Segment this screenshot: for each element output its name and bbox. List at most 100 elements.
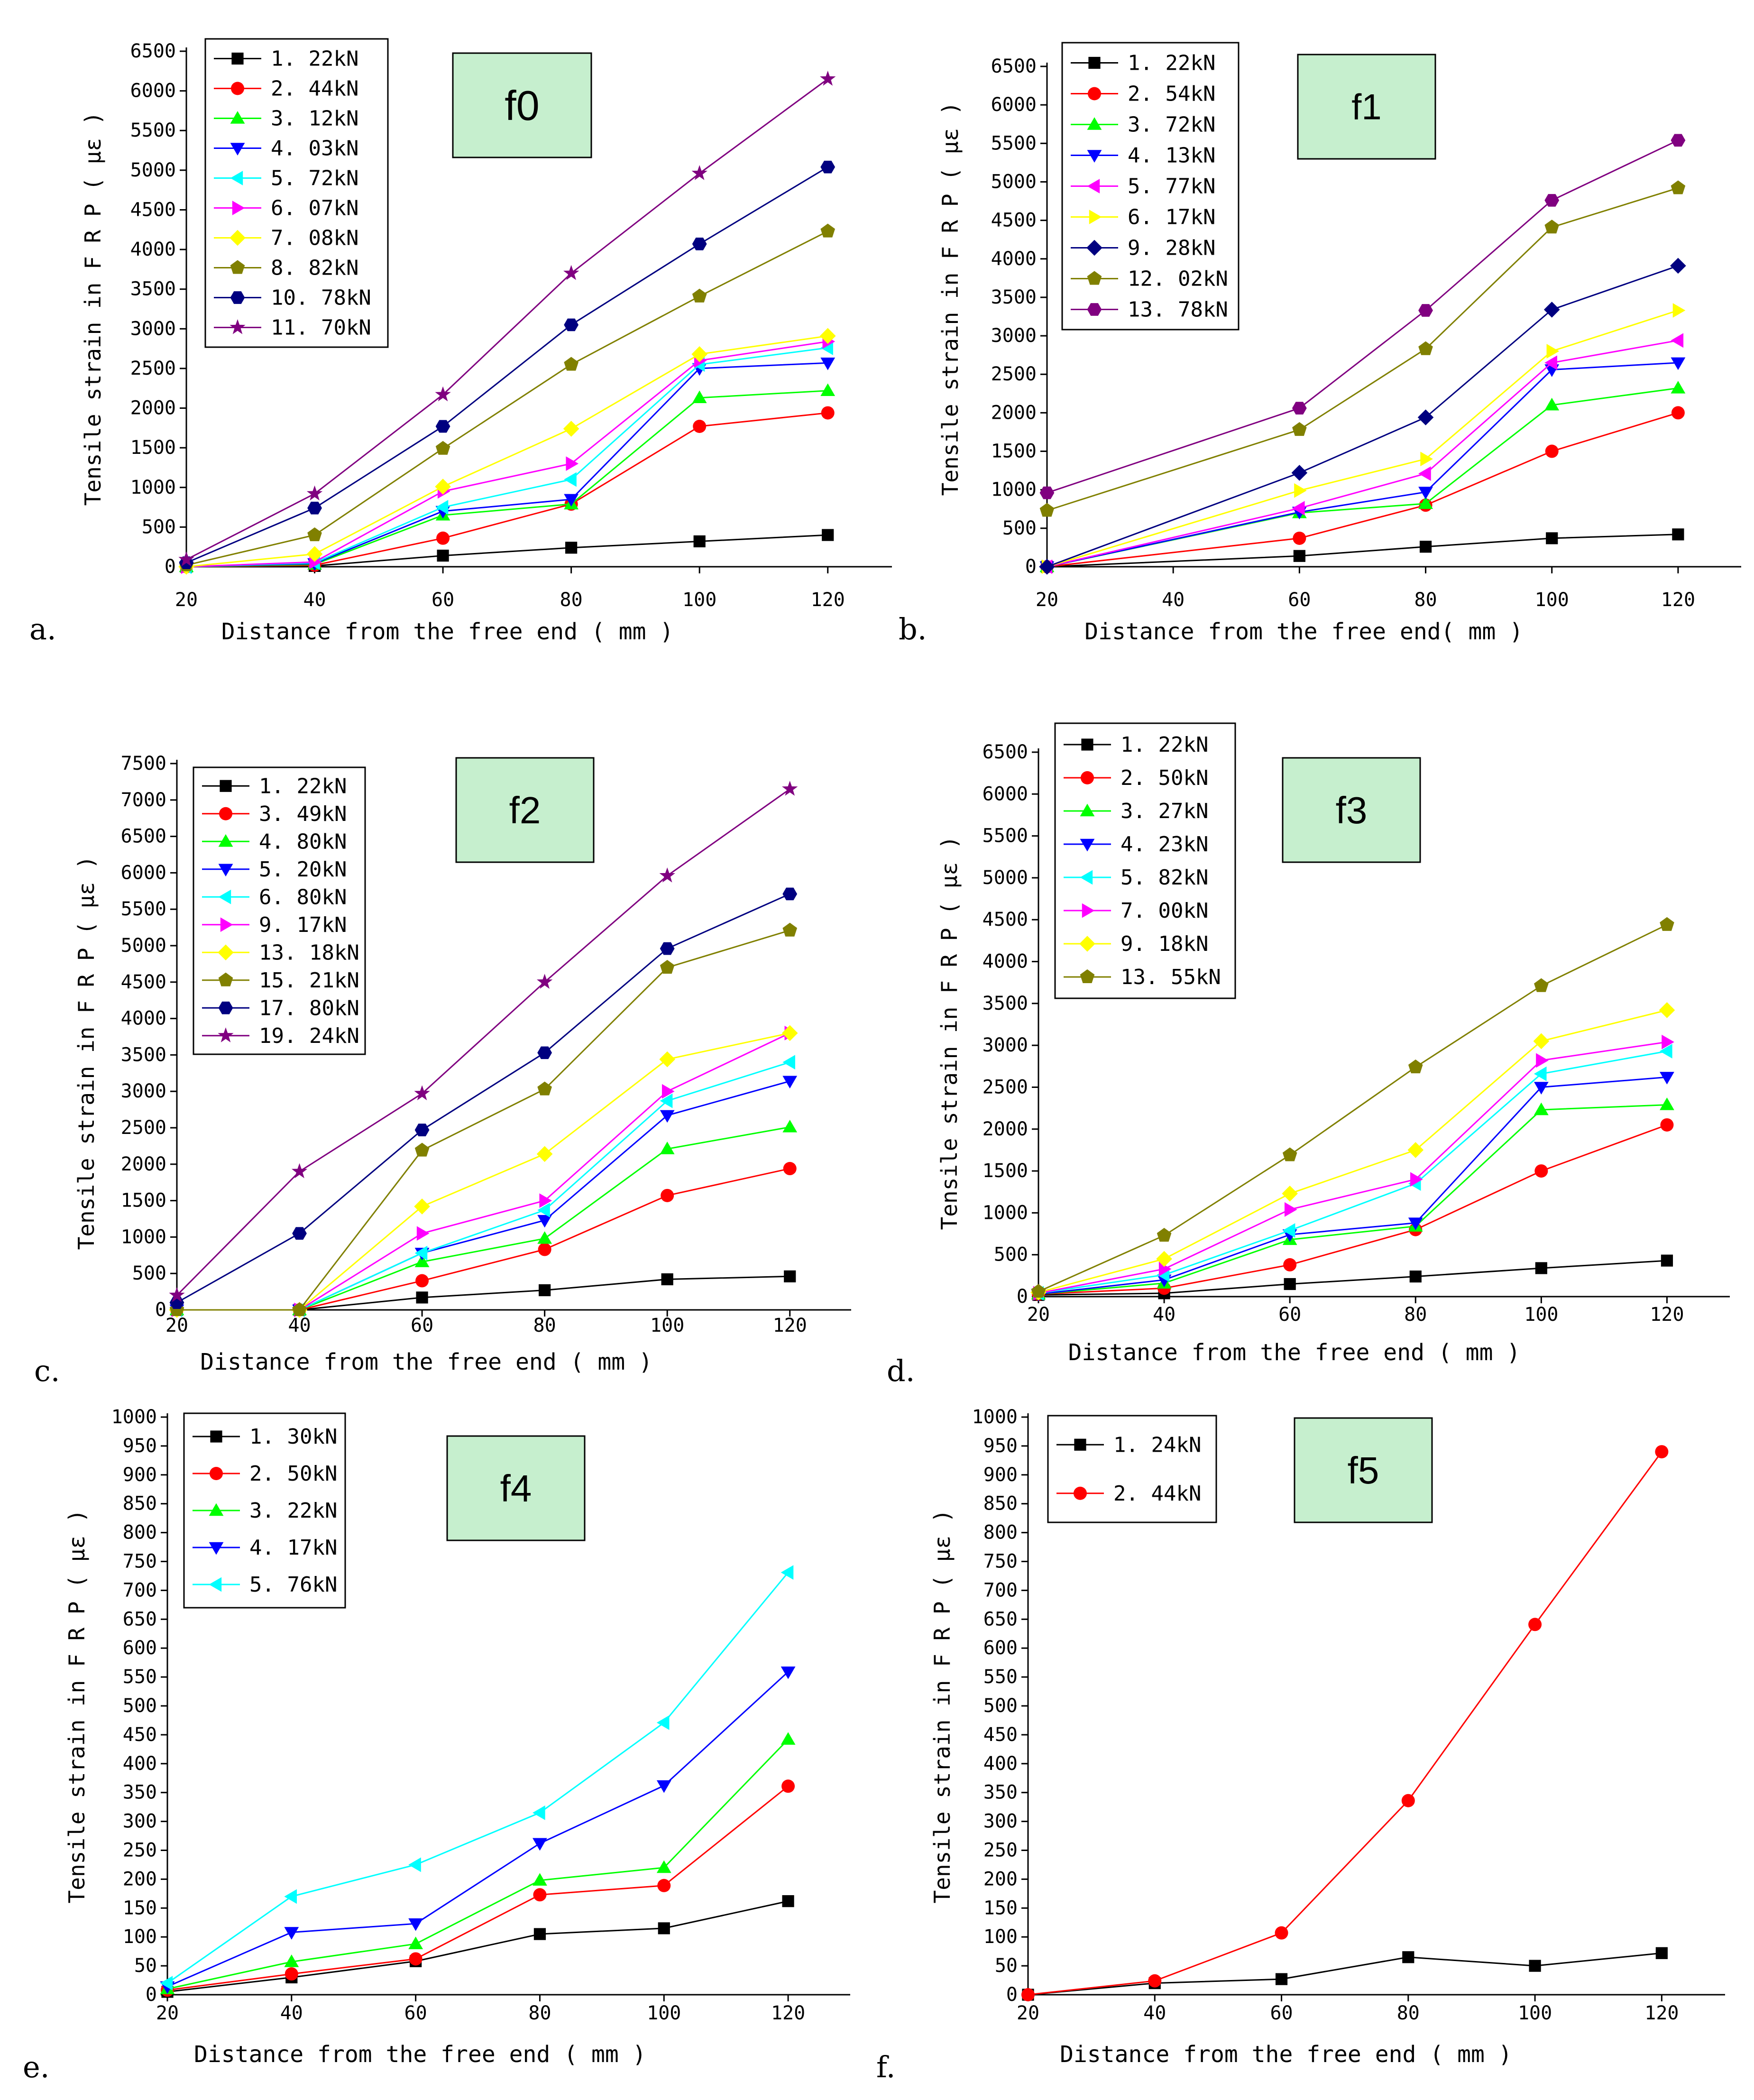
data-point xyxy=(1284,1278,1296,1290)
data-point xyxy=(533,1873,547,1886)
legend-label: 3. 49kN xyxy=(259,802,347,826)
legend-label: 6. 17kN xyxy=(1128,205,1215,230)
chart-tag: f3 xyxy=(1336,789,1368,831)
y-axis-label: Tensile strain in F R P ( με ) xyxy=(937,836,962,1230)
data-point xyxy=(1039,486,1055,499)
data-point xyxy=(306,546,323,562)
chart-b: 0 500 1000 1500 2000 2500 3000 3500 4000 4500 5000… xyxy=(899,42,1741,646)
legend: 1. 22kN 2. 50kN 3. 27kN 4. 23kN 5. 82kN 7. 00… xyxy=(1054,722,1236,999)
data-point xyxy=(566,456,579,471)
data-point xyxy=(414,1124,430,1136)
series-3 xyxy=(1039,381,1686,572)
data-point xyxy=(1671,357,1686,370)
series-line xyxy=(186,362,828,568)
legend-marker xyxy=(1081,771,1094,784)
x-tick-label: 120 xyxy=(1644,2002,1679,2024)
x-tick-label: 20 xyxy=(175,589,198,611)
data-point xyxy=(414,1198,430,1215)
legend-label: 15. 21kN xyxy=(259,968,359,993)
data-point xyxy=(1284,1202,1297,1217)
data-point xyxy=(409,1952,422,1966)
series-line xyxy=(177,930,790,1311)
chart-tag: f5 xyxy=(1348,1449,1379,1492)
legend-label: 5. 77kN xyxy=(1128,175,1215,199)
legend-marker xyxy=(1089,210,1102,224)
data-point xyxy=(435,479,451,495)
legend-label: 2. 50kN xyxy=(1120,766,1208,790)
data-point xyxy=(782,887,798,901)
data-point xyxy=(1418,466,1431,481)
x-tick-label: 100 xyxy=(1535,589,1569,611)
x-tick-label: 80 xyxy=(528,2002,551,2024)
y-tick-label: 350 xyxy=(983,1782,1018,1804)
x-axis-label: Distance from the free end ( mm ) xyxy=(221,618,674,645)
y-tick-label: 500 xyxy=(132,1262,166,1284)
y-tick-label: 500 xyxy=(123,1695,157,1717)
legend-label: 5. 82kN xyxy=(1120,866,1208,890)
data-point xyxy=(169,1287,185,1302)
x-tick-label: 40 xyxy=(1143,2002,1166,2024)
data-point xyxy=(537,1046,552,1059)
x-tick-label: 100 xyxy=(650,1315,684,1336)
data-point xyxy=(564,472,577,487)
legend-label: 7. 08kN xyxy=(271,226,358,250)
y-tick-label: 0 xyxy=(1006,1984,1018,2006)
data-point xyxy=(1282,1185,1298,1202)
x-tick-label: 100 xyxy=(1518,2002,1552,2024)
panel-label: d. xyxy=(887,1354,915,1388)
y-tick-label: 2500 xyxy=(121,1117,166,1139)
y-tick-label: 2500 xyxy=(983,1076,1028,1098)
y-tick-label: 6000 xyxy=(130,80,176,102)
data-point xyxy=(414,1142,430,1157)
series-line xyxy=(186,412,828,568)
y-tick-label: 1000 xyxy=(121,1226,166,1248)
legend-label: 13. 55kN xyxy=(1120,965,1221,989)
data-point xyxy=(782,1076,798,1089)
legend-label: 6. 80kN xyxy=(259,885,347,909)
x-tick-label: 60 xyxy=(1278,1304,1301,1326)
data-point xyxy=(436,531,450,545)
data-point xyxy=(538,1243,551,1256)
y-tick-label: 4000 xyxy=(121,1008,166,1030)
data-point xyxy=(1418,496,1433,509)
legend-marker xyxy=(210,1430,222,1443)
legend-marker xyxy=(210,1467,223,1480)
data-point xyxy=(1293,550,1305,562)
y-tick-label: 550 xyxy=(123,1666,157,1688)
data-point xyxy=(692,238,707,250)
data-point xyxy=(435,441,450,455)
series-line xyxy=(1038,924,1668,1292)
chart-e: 0 50 100 150 200 250 300 350 400 450 500 550 600 650 7… xyxy=(23,1406,850,2084)
series-line xyxy=(1038,1041,1667,1294)
y-tick-label: 5000 xyxy=(130,159,176,181)
y-tick-label: 0 xyxy=(1025,556,1037,578)
legend-label: 1. 24kN xyxy=(1113,1433,1201,1457)
legend-marker xyxy=(1080,803,1095,817)
chart-tag-box xyxy=(1294,1417,1433,1523)
legend-label: 2. 54kN xyxy=(1128,82,1215,106)
data-point xyxy=(1418,341,1433,355)
y-tick-label: 300 xyxy=(123,1811,157,1833)
x-tick-label: 20 xyxy=(1017,2002,1039,2024)
x-tick-label: 40 xyxy=(280,2002,303,2024)
legend-marker xyxy=(1081,738,1093,751)
series-6 xyxy=(1041,303,1686,574)
y-tick-label: 5000 xyxy=(991,171,1037,193)
y-tick-label: 850 xyxy=(983,1493,1018,1515)
y-tick-label: 2000 xyxy=(130,397,176,419)
series-line xyxy=(177,1126,790,1311)
data-point xyxy=(292,1227,307,1240)
data-point xyxy=(1031,1284,1046,1298)
data-point xyxy=(414,1245,428,1261)
series-line xyxy=(167,1900,789,1993)
y-tick-label: 7500 xyxy=(121,753,166,774)
chart-d: 0 500 1000 1500 2000 2500 3000 3500 4000 4500 5000… xyxy=(887,722,1730,1388)
x-tick-label: 80 xyxy=(1414,589,1437,611)
data-point xyxy=(1534,1082,1549,1095)
y-tick-label: 50 xyxy=(134,1955,157,1977)
series-line xyxy=(186,341,828,568)
data-point xyxy=(781,1666,796,1679)
series-line xyxy=(1028,1451,1662,1996)
series-10 xyxy=(178,71,836,567)
legend-label: 13. 78kN xyxy=(1128,298,1228,322)
